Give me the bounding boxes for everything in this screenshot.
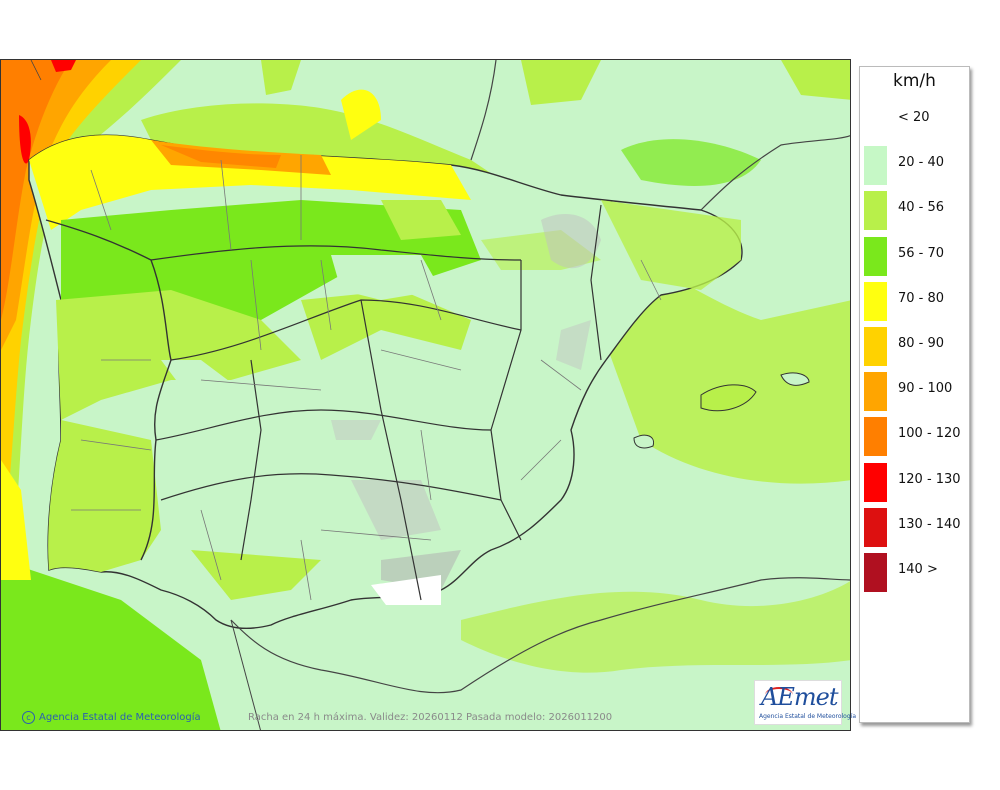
legend-swatch bbox=[864, 281, 887, 321]
legend-swatch bbox=[864, 146, 887, 186]
agency-credit: c Agencia Estatal de Meteorología bbox=[22, 711, 201, 724]
legend-label: 100 - 120 bbox=[898, 426, 961, 442]
copyright-icon: c bbox=[22, 711, 35, 724]
legend-label: 20 - 40 bbox=[898, 155, 945, 171]
legend-item: 100 - 120 bbox=[864, 413, 969, 457]
legend-label: 130 - 140 bbox=[898, 516, 961, 532]
legend-swatch bbox=[864, 372, 887, 412]
legend-item: 120 - 130 bbox=[864, 459, 969, 502]
legend-swatch bbox=[864, 327, 887, 366]
legend-label: 80 - 90 bbox=[898, 336, 945, 351]
legend-title: km/h bbox=[893, 71, 936, 91]
legend-swatch bbox=[864, 507, 887, 547]
map-canvas bbox=[1, 60, 850, 730]
legend-item: 90 - 100 bbox=[864, 368, 969, 412]
logo-subtitle: Agencia Estatal de Meteorología bbox=[759, 713, 856, 720]
credit-text: Agencia Estatal de Meteorología bbox=[39, 712, 201, 723]
legend-swatch bbox=[864, 236, 887, 276]
legend-label: 56 - 70 bbox=[898, 245, 945, 261]
legend-panel: km/h < 20 20 - 40 40 - 56 56 - 70 70 - 80 80 … bbox=[859, 66, 970, 723]
legend-item: 70 - 80 bbox=[864, 278, 969, 321]
aemet-logo: AEmet Agencia Estatal de Meteorología bbox=[754, 680, 856, 725]
legend-label: 140 > bbox=[898, 562, 938, 577]
legend-swatch bbox=[864, 553, 887, 592]
legend-label: 70 - 80 bbox=[898, 290, 945, 306]
legend-item: 56 - 70 bbox=[864, 233, 969, 276]
wind-gust-map bbox=[0, 59, 851, 731]
legend-swatch bbox=[864, 417, 887, 457]
legend-label: < 20 bbox=[898, 110, 930, 125]
logo-arc bbox=[765, 687, 793, 703]
legend-swatch bbox=[864, 101, 887, 140]
legend-item: 20 - 40 bbox=[864, 142, 969, 186]
legend-item: 130 - 140 bbox=[864, 504, 969, 547]
legend-item: 80 - 90 bbox=[864, 323, 969, 366]
legend-item: < 20 bbox=[864, 97, 969, 140]
legend-swatch bbox=[864, 462, 887, 502]
logo-name: AEmet bbox=[761, 683, 838, 711]
legend-label: 90 - 100 bbox=[898, 381, 953, 397]
legend-label: 120 - 130 bbox=[898, 471, 961, 487]
legend-swatch bbox=[864, 191, 887, 231]
map-caption: Racha en 24 h máxima. Validez: 20260112 … bbox=[248, 712, 613, 723]
legend-item: 40 - 56 bbox=[864, 187, 969, 231]
legend-label: 40 - 56 bbox=[898, 200, 945, 216]
legend-item: 140 > bbox=[864, 549, 969, 592]
